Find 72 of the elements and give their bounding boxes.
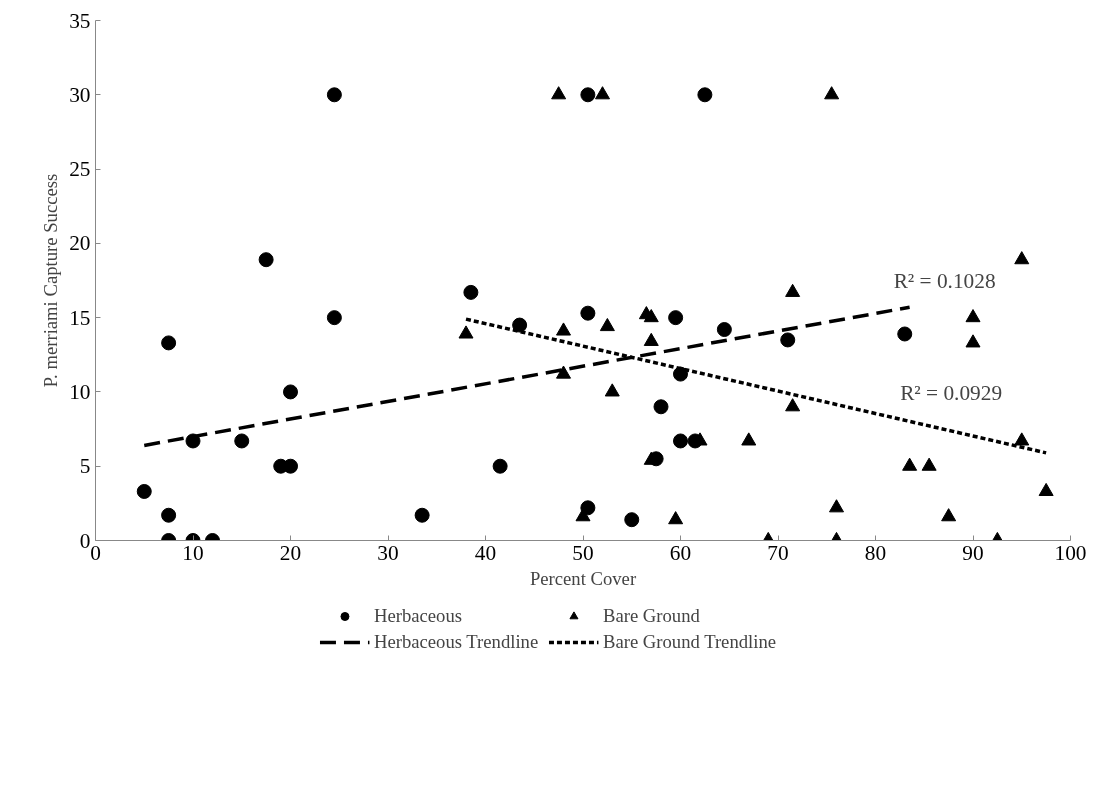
point: [785, 283, 801, 297]
point: [653, 399, 669, 415]
y-tick-label: 25: [69, 157, 91, 182]
y-tick-label: 20: [69, 231, 91, 256]
point: [161, 335, 177, 351]
point: [1014, 251, 1030, 265]
x-tick-label: 90: [962, 540, 984, 565]
point: [668, 310, 684, 326]
point: [161, 507, 177, 523]
point: [941, 508, 957, 522]
point: [1038, 482, 1054, 497]
point: [599, 317, 615, 332]
x-tick-label: 40: [474, 540, 497, 565]
point: [575, 508, 591, 522]
x-tick-label: 80: [864, 540, 887, 565]
y-tick-label: 35: [69, 8, 91, 33]
x-tick-label: 70: [767, 540, 789, 565]
x-tick-label: 100: [1054, 540, 1087, 565]
point: [512, 317, 528, 333]
point: [580, 305, 596, 321]
point: [463, 284, 479, 300]
point: [643, 332, 659, 346]
x-axis-title: Percent Cover: [529, 567, 637, 589]
point: [902, 457, 918, 471]
point: [234, 433, 250, 449]
point: [283, 458, 298, 474]
point: [1014, 432, 1030, 446]
point: [595, 86, 610, 100]
x-tick-label: 20: [279, 540, 302, 565]
point: [136, 483, 152, 499]
point: [697, 87, 713, 103]
point: [965, 334, 981, 348]
point: [741, 432, 757, 446]
legend-label: Bare Ground Trendline: [602, 630, 777, 653]
point: [556, 365, 571, 379]
y-axis-title: P. merriami Capture Success: [40, 173, 62, 388]
y-tick-label: 15: [69, 305, 91, 330]
point: [673, 433, 688, 449]
point: [624, 512, 640, 528]
point: [668, 511, 684, 525]
point: [258, 252, 274, 268]
y-tick-label: 10: [69, 379, 91, 404]
point: [492, 458, 508, 474]
point: [921, 457, 937, 471]
point: [780, 332, 796, 348]
point: [824, 86, 840, 100]
point: [458, 325, 474, 339]
point: [829, 499, 844, 513]
annotation: R² = 0.0929: [900, 380, 1003, 405]
point: [604, 383, 620, 397]
point: [785, 398, 801, 412]
point: [580, 87, 596, 103]
legend-label: Herbaceous: [373, 604, 463, 627]
x-tick-label: 60: [669, 540, 692, 565]
point: [556, 322, 571, 336]
legend-label: Herbaceous Trendline: [373, 630, 540, 653]
legend-label: Bare Ground: [602, 604, 701, 627]
point: [326, 87, 342, 103]
point: [897, 326, 913, 342]
point: [716, 322, 732, 338]
annotation: R² = 0.1028: [893, 269, 996, 294]
point: [283, 384, 298, 400]
y-tick-label: 30: [69, 82, 91, 107]
point: [643, 309, 659, 323]
x-tick-label: 30: [377, 540, 399, 565]
y-tick-label: 5: [79, 454, 91, 479]
point: [965, 309, 981, 323]
point: [414, 507, 430, 523]
point: [326, 310, 342, 326]
x-tick-label: 50: [572, 540, 594, 565]
x-tick-label: 10: [182, 540, 204, 565]
point: [551, 86, 567, 100]
